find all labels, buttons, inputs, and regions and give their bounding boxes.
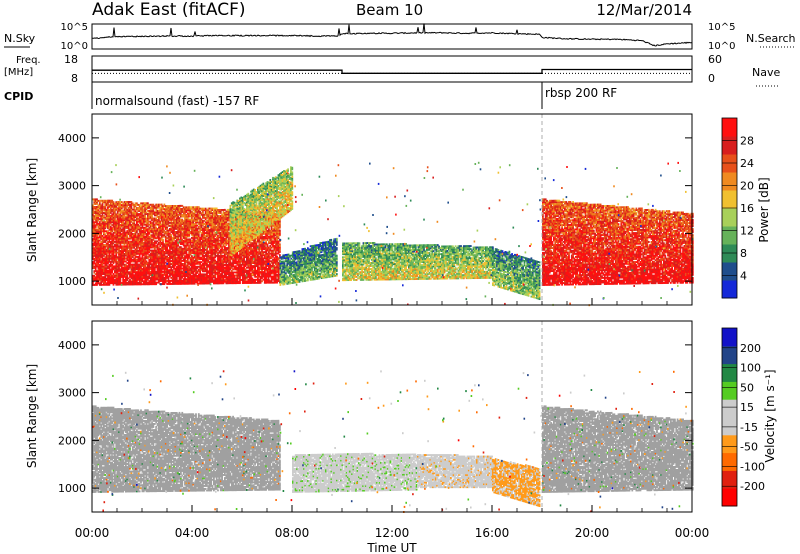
nsky-tick-bottom: 10^0	[61, 41, 88, 52]
colorbar-tick-label: -200	[740, 480, 765, 493]
x-tick-label: 16:00	[475, 526, 510, 540]
colorbar-tick-label: 200	[740, 342, 761, 355]
y-tick-label: 4000	[58, 132, 86, 145]
colorbar-tick-label: 15	[740, 401, 754, 414]
power-colorbar-label: Power [dB]	[757, 177, 771, 242]
y-tick-label: 4000	[58, 339, 86, 352]
colorbar-tick-label: 100	[740, 362, 761, 375]
power-panel: 1000 2000 3000 4000 Slant Range [km] 4 8 12 16…	[25, 114, 771, 306]
colorbar-swatch	[722, 280, 737, 299]
colorbar-swatch	[722, 172, 737, 191]
y-tick-label: 2000	[58, 227, 86, 240]
colorbar-swatch	[722, 364, 737, 382]
x-tick-label: 04:00	[175, 526, 210, 540]
colorbar-swatch	[722, 399, 737, 417]
freq-label-line1: Freq.	[16, 55, 41, 66]
colorbar-tick-label: 12	[740, 225, 754, 238]
y-tick-label: 2000	[58, 434, 86, 447]
cpid-panel: CPID normalsound (fast) -157 RF rbsp 200…	[4, 82, 617, 109]
x-axis-label: Time UT	[366, 541, 417, 554]
summary-plot: Adak East (fitACF) Beam 10 12/Mar/2014 N…	[0, 0, 800, 554]
nave-label: Nave	[752, 66, 780, 79]
x-tick-label: 08:00	[275, 526, 310, 540]
x-tick-label: 00:00	[75, 526, 110, 540]
velocity-colorbar-label: Velocity [m s⁻¹]	[763, 369, 777, 462]
colorbar-swatch	[722, 488, 737, 506]
station-title: Adak East (fitACF)	[92, 0, 246, 20]
velocity-y-label: Slant Range [km]	[25, 364, 39, 468]
colorbar-swatch	[722, 417, 737, 435]
colorbar-tick-label: 50	[740, 381, 754, 394]
date-title: 12/Mar/2014	[596, 1, 692, 19]
beam-title: Beam 10	[356, 1, 423, 19]
colorbar-tick-label: -100	[740, 460, 765, 473]
power-y-label: Slant Range [km]	[25, 158, 39, 262]
colorbar-swatch	[722, 346, 737, 364]
frequency-panel: Freq. [MHz] 18 8 60 0 Nave	[4, 53, 780, 86]
colorbar-swatch	[722, 118, 737, 137]
colorbar-swatch	[722, 208, 737, 227]
nsearch-label: N.Search	[746, 32, 796, 45]
noise-panel-frame	[92, 24, 692, 49]
colorbar-swatch	[722, 226, 737, 245]
noise-panel: N.Sky N.Search 10^5 10^0 10^5 10^0	[4, 22, 796, 52]
freq-tick-bottom: 8	[71, 72, 78, 85]
nsearch-tick-top: 10^5	[708, 22, 735, 33]
colorbar-tick-label: 4	[740, 270, 747, 283]
nsearch-tick-bottom: 10^0	[708, 41, 735, 52]
x-tick-label: 12:00	[375, 526, 410, 540]
colorbar-tick-label: 20	[740, 180, 754, 193]
freq-series-line	[92, 70, 692, 74]
cpid-segment-label: normalsound (fast) -157 RF	[95, 94, 259, 108]
nsky-label: N.Sky	[4, 32, 36, 45]
freq-label-line2: [MHz]	[4, 67, 33, 78]
nsky-series-line	[92, 23, 692, 46]
colorbar-swatch	[722, 190, 737, 209]
x-tick-label: 00:00	[675, 526, 710, 540]
nave-tick-top: 60	[708, 53, 722, 66]
y-tick-label: 3000	[58, 387, 86, 400]
colorbar-tick-label: -50	[740, 441, 758, 454]
nsky-tick-top: 10^5	[61, 22, 88, 33]
colorbar-swatch	[722, 328, 737, 346]
colorbar-swatch	[722, 262, 737, 281]
freq-tick-top: 18	[64, 53, 78, 66]
colorbar-swatch	[722, 435, 737, 453]
x-tick-label: 20:00	[575, 526, 610, 540]
y-tick-label: 1000	[58, 482, 86, 495]
y-tick-label: 3000	[58, 180, 86, 193]
colorbar-swatch	[722, 136, 737, 155]
cpid-segment-label: rbsp 200 RF	[545, 86, 617, 100]
colorbar-tick-label: -15	[740, 421, 758, 434]
colorbar-tick-label: 24	[740, 157, 754, 170]
colorbar-swatch	[722, 453, 737, 471]
velocity-panel: 1000 2000 3000 4000 Slant Range [km] -200 -1…	[25, 298, 777, 554]
nave-tick-bottom: 0	[708, 72, 715, 85]
colorbar-tick-label: 28	[740, 135, 754, 148]
colorbar-tick-label: 8	[740, 247, 747, 260]
colorbar-tick-label: 16	[740, 202, 754, 215]
colorbar-swatch	[722, 381, 737, 399]
y-tick-label: 1000	[58, 275, 86, 288]
cpid-label: CPID	[4, 90, 33, 103]
